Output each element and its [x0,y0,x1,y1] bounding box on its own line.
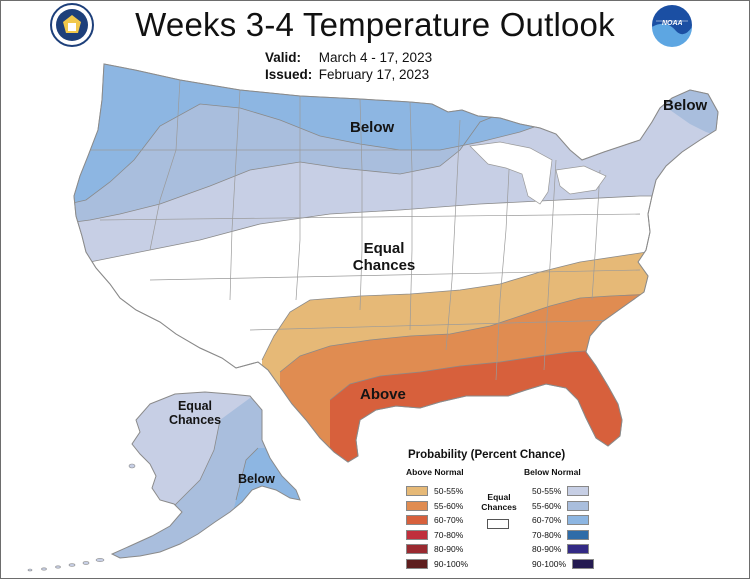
label-equal-center-line2: Chances [352,257,416,274]
noaa-logo-text: NOAA [662,20,683,27]
legend-above-swatch [406,515,428,526]
valid-label: Valid: [265,50,302,65]
valid-value: March 4 - 17, 2023 [318,50,433,65]
legend-below-swatch [567,544,590,555]
dates-block: Valid: March 4 - 17, 2023 Issued: Februa… [265,49,432,83]
legend-title: Probability (Percent Chance) [408,449,566,461]
legend-below-row: 50-55% [532,485,590,497]
legend-below-row: 70-80% [532,529,590,541]
legend-above-label: 80-90% [434,544,464,555]
legend-above-row: 90-100% [406,558,468,570]
legend-equal-label: Equal Chances [479,492,519,512]
legend-above-label: 50-55% [434,486,464,496]
legend-above-row: 55-60% [406,500,463,512]
legend-above-row: 80-90% [406,543,463,555]
department-of-commerce-seal [50,3,94,47]
label-below-northeast: Below [663,97,708,114]
issued-value: February 17, 2023 [318,67,430,82]
label-alaska-below: Below [238,472,275,486]
legend-below-row: 55-60% [532,500,590,512]
legend-above-row: 60-70% [406,514,463,526]
legend-above-header: Above Normal [406,467,464,477]
label-below-north: Below [350,119,395,136]
legend-above-swatch [406,500,428,511]
issued-label: Issued: [265,67,313,82]
legend: Probability (Percent Chance) Above Norma… [386,449,598,574]
legend-below-row: 80-90% [532,543,590,555]
legend-below-swatch [567,500,590,511]
legend-below-label: 90-100% [532,559,567,569]
legend-above-swatch [406,559,428,569]
legend-below-row: 90-100% [532,558,595,570]
legend-equal-line1: Equal [487,492,511,502]
label-equal-center: Equal Chances [349,240,419,274]
legend-above-label: 60-70% [434,515,464,526]
valid-row: Valid: March 4 - 17, 2023 [265,49,432,66]
legend-below-label: 55-60% [532,500,562,511]
legend-below-label: 80-90% [532,544,562,555]
label-alaska-equal-line1: Equal [177,399,213,413]
legend-below-label: 50-55% [532,486,562,496]
legend-above-swatch [406,529,428,540]
label-alaska-equal: Equal Chances [165,399,225,427]
legend-above-swatch [406,486,428,496]
legend-below-swatch [567,486,590,496]
legend-equal-swatch [487,519,509,529]
noaa-logo [652,5,692,47]
legend-above-label: 90-100% [434,559,469,569]
issued-row: Issued: February 17, 2023 [265,66,432,83]
legend-above-row: 70-80% [406,529,463,541]
label-equal-center-line1: Equal [363,240,405,257]
legend-above-label: 70-80% [434,529,464,540]
label-above: Above [360,386,406,403]
legend-below-header: Below Normal [524,467,581,477]
legend-below-label: 70-80% [532,529,562,540]
legend-below-row: 60-70% [532,514,590,526]
legend-below-label: 60-70% [532,515,562,526]
legend-above-swatch [406,544,428,555]
legend-below-swatch [567,515,590,526]
legend-below-swatch [572,559,595,569]
legend-below-swatch [567,529,590,540]
legend-equal-line2: Chances [481,502,517,512]
page-title: Weeks 3-4 Temperature Outlook [135,6,615,43]
legend-above-label: 55-60% [434,500,464,511]
label-alaska-equal-line2: Chances [168,413,222,427]
legend-above-row: 50-55% [406,485,463,497]
great-lakes [469,141,607,205]
